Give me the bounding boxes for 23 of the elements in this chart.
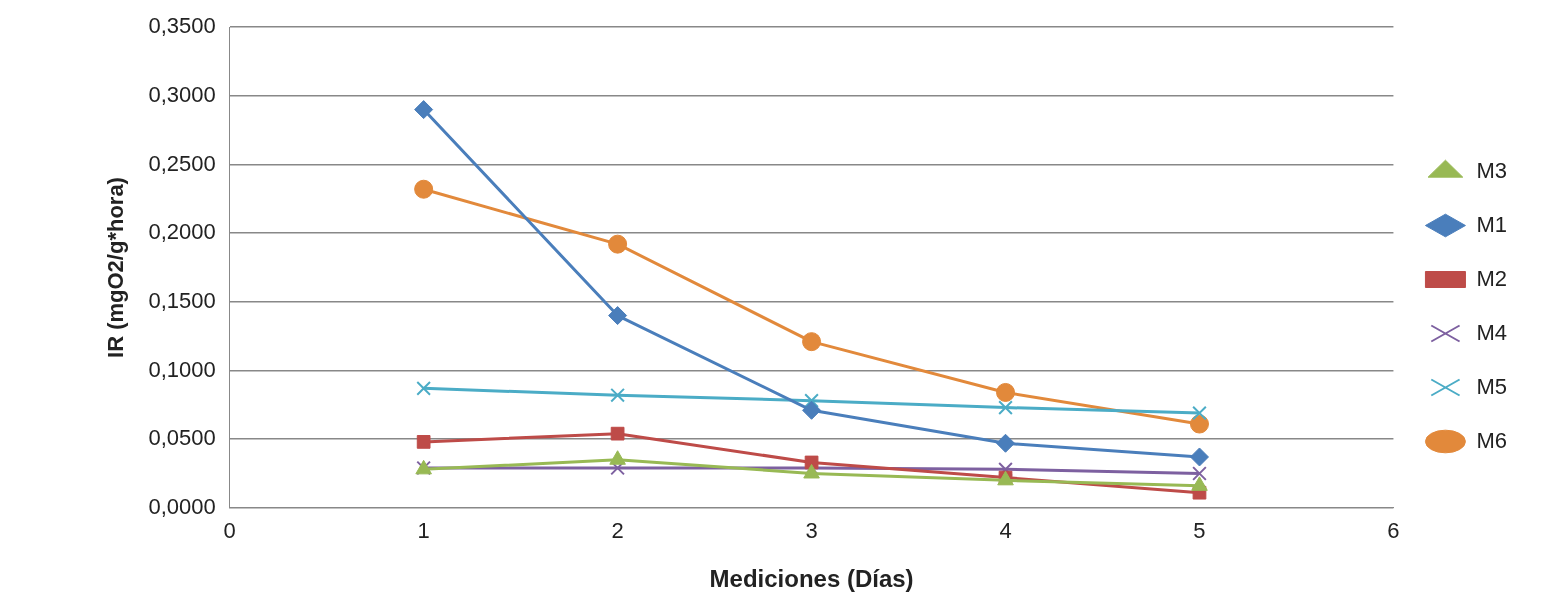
x-tick-label: 0: [223, 518, 236, 544]
y-tick-label: 0,0500: [148, 425, 216, 451]
legend-label: M5: [1476, 373, 1507, 399]
x-tick-label: 1: [417, 518, 430, 544]
x-tick-label: 2: [611, 518, 624, 544]
x-tick-label: 5: [1193, 518, 1206, 544]
x-tick-label: 3: [805, 518, 818, 544]
y-tick-label: 0,3500: [148, 13, 216, 39]
y-tick-label: 0,1500: [148, 287, 216, 313]
y-tick-label: 0,3000: [148, 81, 216, 107]
legend-label: M4: [1476, 319, 1507, 345]
legend-label: M1: [1476, 211, 1507, 237]
x-tick-label: 4: [999, 518, 1012, 544]
y-tick-label: 0,1000: [148, 356, 216, 382]
legend-label: M3: [1476, 157, 1507, 183]
y-axis-title: IR (mgO2/g*hora): [103, 177, 129, 358]
y-tick-label: 0,0000: [148, 493, 216, 519]
y-tick-label: 0,2500: [148, 150, 216, 176]
y-tick-label: 0,2000: [148, 219, 216, 245]
legend-label: M2: [1476, 265, 1507, 291]
legend-label: M6: [1476, 427, 1507, 453]
x-tick-label: 6: [1387, 518, 1400, 544]
x-axis-title: Mediciones (Días): [709, 565, 914, 593]
